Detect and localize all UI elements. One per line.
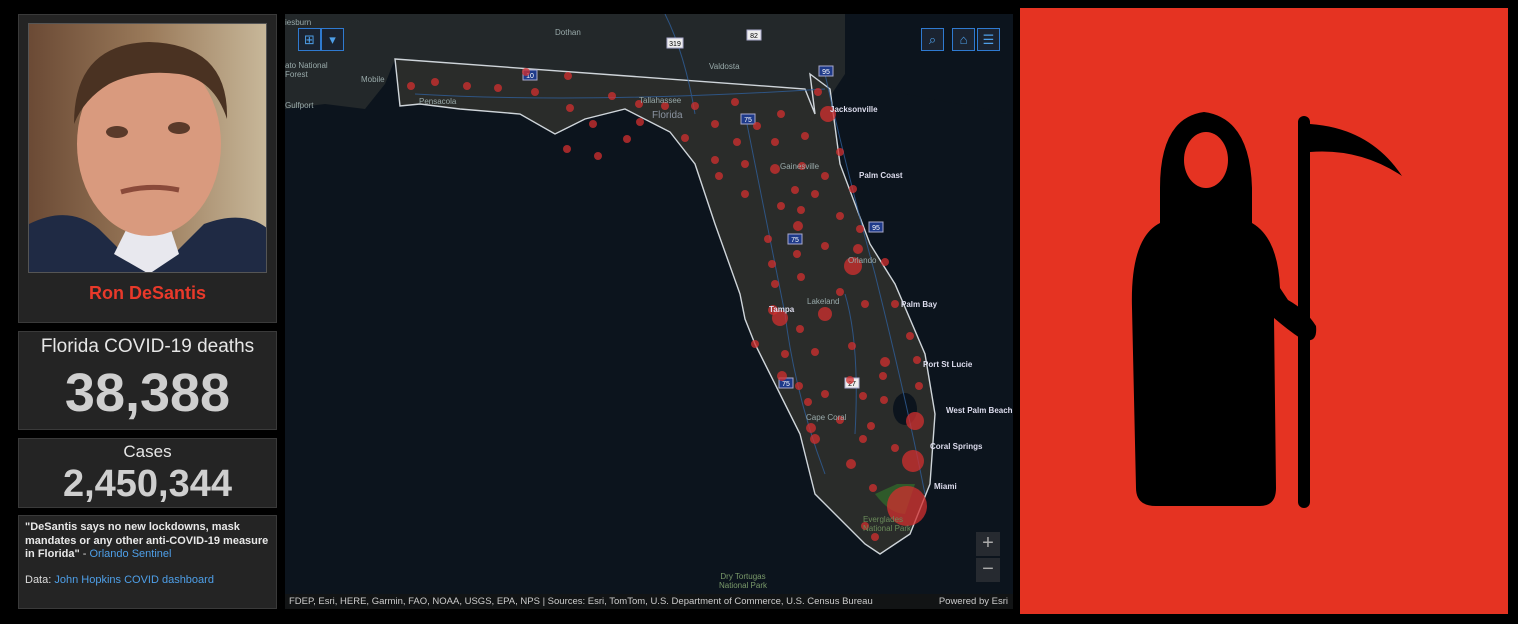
hwy-10-label: 10 [526, 73, 534, 80]
headline-quote: "DeSantis says no new lockdowns, mask ma… [25, 521, 269, 560]
svg-text:95: 95 [822, 69, 830, 76]
search-icon[interactable]: ⌕ [921, 28, 944, 51]
svg-text:75: 75 [782, 381, 790, 388]
city-label: iesburn [285, 18, 312, 27]
city-label: Pensacola [419, 97, 457, 106]
grim-reaper-panel [1020, 8, 1508, 614]
zoom-out-button[interactable]: − [976, 558, 1000, 582]
quote-text: "DeSantis says no new lockdowns, mask ma… [25, 521, 270, 562]
city-label: Coral Springs [930, 442, 983, 451]
city-label: Cape Coral [806, 413, 847, 422]
home-icon[interactable]: ⌂ [952, 28, 975, 51]
deaths-card: Florida COVID-19 deaths 38,388 [18, 331, 277, 430]
city-label: Miami [934, 482, 957, 491]
city-label: Valdosta [709, 62, 740, 71]
svg-text:319: 319 [669, 41, 681, 48]
city-label: Dry Tortugas National Park [718, 572, 768, 590]
svg-text:27: 27 [848, 381, 856, 388]
deaths-label: Florida COVID-19 deaths [40, 336, 255, 357]
chevron-down-icon[interactable]: ▾ [321, 28, 344, 51]
svg-text:75: 75 [791, 237, 799, 244]
city-label: Mobile [361, 75, 385, 84]
svg-text:82: 82 [750, 33, 758, 40]
city-label: Palm Coast [859, 171, 903, 180]
profile-name: Ron DeSantis [88, 283, 207, 303]
city-label: Tampa [769, 305, 795, 314]
city-label: Dothan [555, 28, 581, 37]
jhu-dashboard-link[interactable]: John Hopkins COVID dashboard [54, 573, 214, 586]
cases-value: 2,450,344 [62, 463, 233, 505]
city-label: Tallahassee [639, 96, 682, 105]
quote-dash: - [79, 548, 90, 560]
grim-reaper-icon [1131, 112, 1402, 508]
city-label: Gulfport [285, 101, 314, 110]
city-label: Orlando [848, 256, 877, 265]
data-label: Data: [25, 573, 55, 586]
zoom-in-button[interactable]: + [976, 532, 1000, 556]
state-label: Florida [652, 110, 683, 121]
powered-by-esri-link[interactable]: Powered by Esri [938, 596, 1008, 607]
svg-text:75: 75 [744, 117, 752, 124]
city-label: Everglades National Park [863, 515, 912, 533]
deaths-value: 38,388 [64, 363, 231, 423]
info-card: "DeSantis says no new lockdowns, mask ma… [18, 515, 277, 609]
portrait-photo [28, 23, 267, 273]
city-label: Lakeland [807, 297, 840, 306]
case-bubbles [407, 68, 927, 541]
select-tool-button[interactable]: ⊞ [298, 28, 321, 51]
city-label: Gainesville [780, 162, 820, 171]
data-source-row: Data: John Hopkins COVID dashboard [25, 574, 270, 588]
city-label: Port St Lucie [923, 360, 973, 369]
cases-label: Cases [123, 442, 172, 461]
city-label: ato National Forest [285, 61, 328, 79]
legend-list-icon[interactable]: ☰ [977, 28, 1000, 51]
cases-card: Cases 2,450,344 [18, 438, 277, 508]
city-label: West Palm Beach [946, 406, 1013, 415]
city-label: Palm Bay [901, 300, 938, 309]
orlando-sentinel-link[interactable]: Orlando Sentinel [89, 548, 172, 560]
svg-text:95: 95 [872, 225, 880, 232]
profile-card: Ron DeSantis [18, 14, 277, 323]
map-attribution: FDEP, Esri, HERE, Garmin, FAO, NOAA, USG… [285, 594, 1013, 609]
map-view[interactable]: 10 75 95 95 75 75 319 82 27 [285, 14, 1013, 609]
city-label: Jacksonville [830, 105, 878, 114]
